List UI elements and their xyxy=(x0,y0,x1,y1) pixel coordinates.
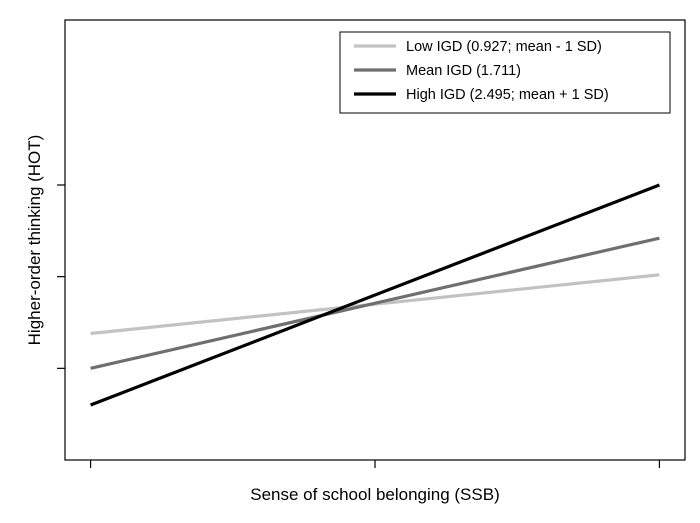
y-axis-label: Higher-order thinking (HOT) xyxy=(25,135,44,346)
x-axis-label: Sense of school belonging (SSB) xyxy=(250,485,500,504)
legend: Low IGD (0.927; mean - 1 SD) Mean IGD (1.… xyxy=(339,31,671,114)
x-axis-ticks xyxy=(89,460,661,468)
legend-label-1: Mean IGD (1.711) xyxy=(406,63,521,79)
legend-items: Low IGD (0.927; mean - 1 SD) Mean IGD (1.… xyxy=(354,39,609,103)
y-axis-ticks xyxy=(57,184,65,369)
legend-label-2: High IGD (2.495; mean + 1 SD) xyxy=(406,87,609,103)
series-line-2 xyxy=(90,183,660,407)
series-line-1 xyxy=(90,236,660,370)
series-lines xyxy=(90,183,660,407)
legend-label-0: Low IGD (0.927; mean - 1 SD) xyxy=(406,39,602,55)
